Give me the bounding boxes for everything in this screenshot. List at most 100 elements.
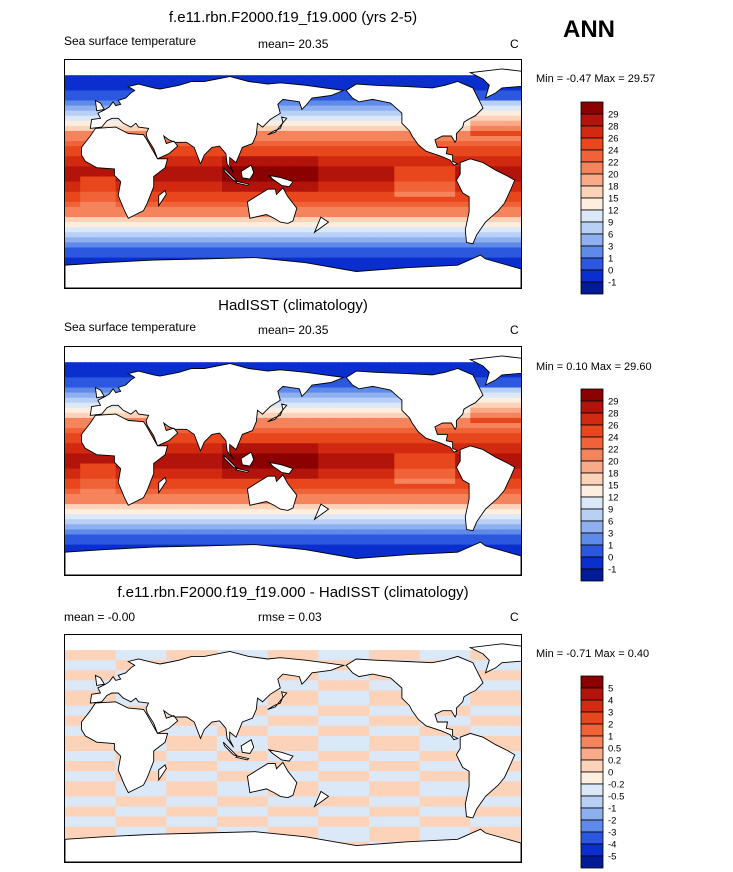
colorbar-level-label: 9 (608, 505, 613, 516)
colorbar-box (580, 795, 604, 809)
panel-2-colorbar: 29 28 26 24 22 20 18 15 12 9 6 3 1 0 -1 (580, 388, 650, 582)
colorbar-box (580, 831, 604, 845)
colorbar-level-label: 24 (608, 146, 619, 157)
panel-1-mean-label: mean= 20.35 (258, 37, 329, 51)
colorbar-box (580, 436, 604, 450)
colorbar-level-label: -1 (608, 804, 616, 815)
colorbar-level-label: 0 (608, 768, 613, 779)
panel-2-units: C (510, 323, 519, 337)
colorbar-box (580, 556, 604, 570)
colorbar-box (580, 460, 604, 474)
continent-outlines (65, 643, 521, 862)
colorbar-box (580, 221, 604, 235)
colorbar-box (580, 269, 604, 283)
colorbar-box (580, 412, 604, 426)
colorbar-level-label: 2 (608, 720, 613, 731)
colorbar-level-label: 22 (608, 445, 619, 456)
colorbar-box (580, 388, 604, 402)
colorbar-level-label: 28 (608, 122, 619, 133)
colorbar-level-label: 24 (608, 433, 619, 444)
colorbar-box (580, 185, 604, 199)
colorbar-box (580, 687, 604, 701)
colorbar-level-label: -2 (608, 816, 616, 827)
colorbar-box (580, 245, 604, 259)
colorbar-box (580, 424, 604, 438)
colorbar-box (580, 281, 604, 295)
colorbar-box (580, 161, 604, 175)
colorbar-level-label: 29 (608, 110, 619, 121)
colorbar-level-label: 15 (608, 194, 619, 205)
colorbar-level-label: 3 (608, 242, 613, 253)
panel-3-colorbar: 5 4 3 2 1 0.5 0.2 0 -0.2 -0.5 -1 -2 -3 -4 -5 (580, 675, 650, 869)
colorbar-box (580, 137, 604, 151)
colorbar-box (580, 209, 604, 223)
panel-3-minmax: Min = -0.71 Max = 0.40 (536, 648, 650, 660)
colorbar-box (580, 400, 604, 414)
colorbar-level-label: 12 (608, 206, 619, 217)
panel-1-title: f.e11.rbn.F2000.f19_f19.000 (yrs 2-5) (168, 9, 418, 26)
colorbar-level-label: 26 (608, 134, 619, 145)
panel-1-colorbar: 29 28 26 24 22 20 18 15 12 9 6 3 1 0 -1 (580, 101, 650, 295)
colorbar-level-label: 18 (608, 182, 619, 193)
colorbar-level-label: 1 (608, 732, 613, 743)
colorbar-level-label: 0.5 (608, 744, 621, 755)
panel-2-map (64, 346, 522, 576)
colorbar-box (580, 771, 604, 785)
colorbar-box (580, 843, 604, 857)
panel-1-variable-label: Sea surface temperature (64, 34, 197, 48)
colorbar-level-label: 12 (608, 493, 619, 504)
panel-3-mean-label: mean = -0.00 (64, 610, 136, 624)
colorbar-level-label: 9 (608, 218, 613, 229)
colorbar-level-label: 22 (608, 158, 619, 169)
colorbar-box (580, 675, 604, 689)
colorbar-level-label: 0 (608, 553, 613, 564)
colorbar-box (580, 819, 604, 833)
panel-2-title: HadISST (climatology) (218, 297, 368, 314)
colorbar-box (580, 197, 604, 211)
colorbar-box (580, 484, 604, 498)
colorbar-level-label: 6 (608, 517, 613, 528)
colorbar-level-label: 29 (608, 397, 619, 408)
colorbar-level-label: -0.5 (608, 792, 624, 803)
panel-2-minmax: Min = 0.10 Max = 29.60 (536, 361, 652, 373)
colorbar-level-label: 0 (608, 266, 613, 277)
colorbar-box (580, 783, 604, 797)
colorbar-box (580, 113, 604, 127)
colorbar-box (580, 747, 604, 761)
panel-1-minmax: Min = -0.47 Max = 29.57 (536, 73, 656, 85)
colorbar-box (580, 699, 604, 713)
colorbar-box (580, 807, 604, 821)
colorbar-level-label: 18 (608, 469, 619, 480)
colorbar-level-label: 6 (608, 230, 613, 241)
colorbar-box (580, 759, 604, 773)
colorbar-box (580, 101, 604, 115)
panel-3-title: f.e11.rbn.F2000.f19_f19.000 - HadISST (c… (117, 584, 469, 601)
colorbar-level-label: 20 (608, 457, 619, 468)
panel-3-rmse-label: rmse = 0.03 (258, 610, 322, 624)
colorbar-level-label: -4 (608, 840, 616, 851)
colorbar-box (580, 448, 604, 462)
colorbar-box (580, 149, 604, 163)
colorbar-box (580, 233, 604, 247)
colorbar-box (580, 257, 604, 271)
continent-outlines (65, 355, 521, 575)
colorbar-level-label: 15 (608, 481, 619, 492)
colorbar-level-label: -5 (608, 852, 616, 863)
panel-3-units: C (510, 610, 519, 624)
colorbar-level-label: 28 (608, 409, 619, 420)
colorbar-box (580, 723, 604, 737)
colorbar-box (580, 520, 604, 534)
colorbar-box (580, 472, 604, 486)
colorbar-box (580, 532, 604, 546)
colorbar-box (580, 735, 604, 749)
colorbar-box (580, 855, 604, 869)
colorbar-level-label: -0.2 (608, 780, 624, 791)
colorbar-level-label: 1 (608, 541, 613, 552)
colorbar-level-label: 5 (608, 684, 613, 695)
colorbar-level-label: 3 (608, 529, 613, 540)
colorbar-level-label: -1 (608, 565, 616, 576)
colorbar-level-label: 0.2 (608, 756, 621, 767)
panel-1-map (64, 59, 522, 289)
panel-1-units: C (510, 37, 519, 51)
season-label: ANN (563, 16, 615, 43)
